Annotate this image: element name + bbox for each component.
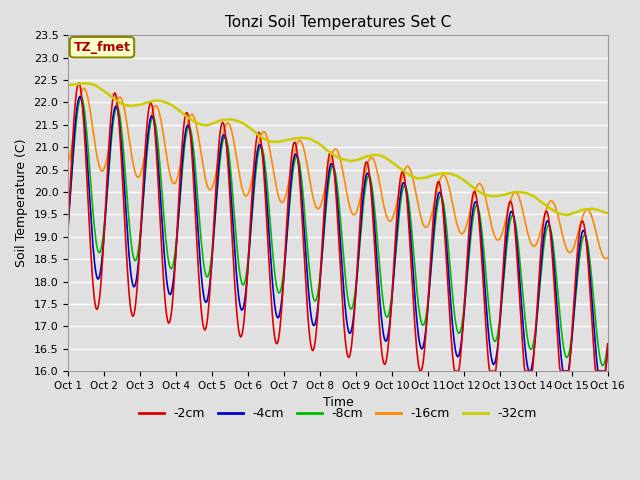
-8cm — [185, 124, 193, 130]
-32cm — [563, 212, 571, 218]
-8cm — [420, 322, 428, 327]
-2cm — [420, 346, 428, 352]
-16cm — [185, 116, 193, 121]
X-axis label: Time: Time — [323, 396, 353, 409]
-16cm — [604, 255, 612, 261]
-16cm — [214, 162, 221, 168]
-2cm — [74, 82, 82, 87]
-32cm — [185, 115, 193, 121]
-8cm — [131, 257, 138, 263]
-32cm — [64, 82, 72, 88]
-4cm — [74, 99, 82, 105]
-4cm — [604, 347, 612, 352]
Line: -16cm: -16cm — [68, 88, 608, 259]
-2cm — [214, 160, 221, 166]
-4cm — [404, 203, 412, 209]
-32cm — [74, 82, 82, 87]
-2cm — [185, 118, 193, 124]
-4cm — [76, 94, 84, 100]
-2cm — [75, 80, 83, 86]
-4cm — [420, 341, 428, 347]
-32cm — [80, 80, 88, 86]
-16cm — [420, 223, 428, 228]
-8cm — [404, 194, 412, 200]
-16cm — [64, 159, 72, 165]
-4cm — [214, 179, 221, 184]
Line: -2cm: -2cm — [68, 83, 608, 371]
-2cm — [604, 341, 612, 347]
-4cm — [131, 284, 138, 290]
-4cm — [525, 368, 532, 374]
-32cm — [404, 171, 412, 177]
-8cm — [599, 362, 607, 368]
-8cm — [604, 341, 612, 347]
Line: -8cm: -8cm — [68, 97, 608, 365]
-32cm — [420, 175, 428, 181]
-32cm — [604, 210, 612, 216]
-8cm — [77, 94, 84, 100]
-32cm — [214, 119, 221, 124]
-16cm — [404, 164, 412, 169]
-8cm — [64, 216, 72, 222]
-2cm — [131, 311, 138, 316]
Y-axis label: Soil Temperature (C): Soil Temperature (C) — [15, 139, 28, 267]
-16cm — [80, 85, 88, 91]
-16cm — [74, 105, 82, 110]
-16cm — [131, 166, 138, 171]
Legend: -2cm, -4cm, -8cm, -16cm, -32cm: -2cm, -4cm, -8cm, -16cm, -32cm — [134, 402, 542, 425]
-2cm — [64, 222, 72, 228]
Line: -4cm: -4cm — [68, 97, 608, 371]
Line: -32cm: -32cm — [68, 83, 608, 215]
-16cm — [602, 256, 610, 262]
Title: Tonzi Soil Temperatures Set C: Tonzi Soil Temperatures Set C — [225, 15, 451, 30]
-4cm — [185, 124, 193, 130]
-8cm — [214, 186, 221, 192]
-2cm — [417, 368, 425, 374]
-4cm — [64, 223, 72, 229]
-2cm — [404, 212, 412, 218]
-8cm — [74, 105, 82, 111]
-32cm — [131, 103, 138, 108]
Text: TZ_fmet: TZ_fmet — [74, 41, 131, 54]
